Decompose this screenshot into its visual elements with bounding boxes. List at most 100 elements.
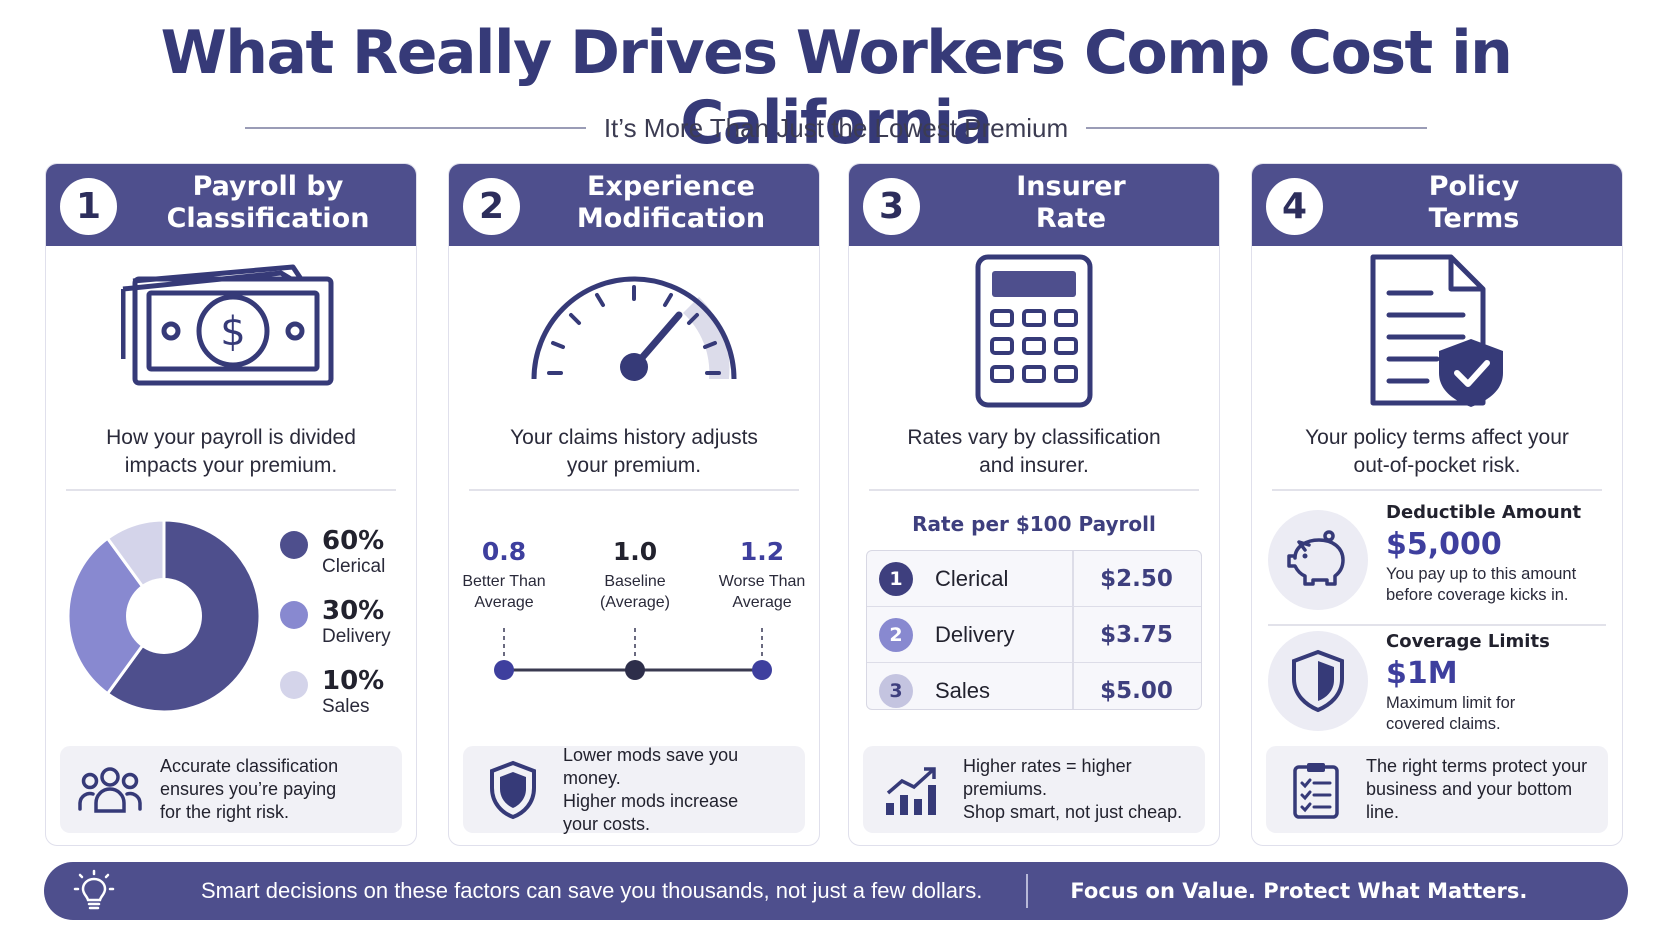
footer-line: Higher mods increase <box>563 790 739 811</box>
card-header: 1 Payroll by Classification <box>46 164 416 246</box>
mod-label: Worse Than <box>718 573 806 590</box>
subtitle-row: It’s More Than Just the Lowest Premium <box>245 108 1427 148</box>
rate-row-number: 1 <box>879 561 913 596</box>
footer-line: your costs. <box>563 813 651 834</box>
footer-line: Lower mods save you money. <box>563 744 739 788</box>
mod-dot-worse <box>752 660 772 680</box>
subtitle-rule-right <box>1086 127 1427 129</box>
card-title-line: Rate <box>1035 203 1107 234</box>
footer-line: Higher rates = higher premiums. <box>963 756 1132 799</box>
footer-line: Accurate classification <box>160 756 339 776</box>
step-number-badge: 2 <box>463 178 520 235</box>
card-description: Your claims history adjusts your premium… <box>461 424 807 480</box>
card-insurer-rate: 3 Insurer Rate Rates vary by classificat… <box>848 163 1220 846</box>
mod-label: Baseline <box>604 573 666 590</box>
banner-separator <box>1026 874 1029 908</box>
divider <box>469 489 799 491</box>
rate-row-sales: 3 Sales $5.00 <box>867 663 1201 709</box>
document-shield-icon <box>1252 254 1622 429</box>
footer-line: for the right risk. <box>160 802 290 822</box>
divider <box>869 489 1199 491</box>
rate-table-heading: Rate per $100 Payroll <box>912 512 1156 536</box>
footer-line: Shop smart, not just cheap. <box>963 802 1183 822</box>
card-description: Your policy terms affect your out-of-poc… <box>1264 424 1610 480</box>
legend-percent: 10% <box>322 666 385 696</box>
rate-value: $2.50 <box>1100 565 1173 592</box>
legend-dot <box>280 601 308 629</box>
bar-chart-growth-icon <box>877 765 949 815</box>
term-deductible: Deductible Amount $5,000 You pay up to t… <box>1268 500 1606 622</box>
card-title-line: Classification <box>166 203 370 234</box>
card-description: How your payroll is divided impacts your… <box>58 424 404 480</box>
divider <box>66 489 396 491</box>
legend-label: Sales <box>322 696 370 717</box>
people-group-icon <box>74 765 146 815</box>
description-line: your premium. <box>566 454 702 477</box>
rate-row-clerical: 1 Clerical $2.50 <box>867 551 1201 607</box>
divider <box>1272 489 1602 491</box>
mod-dot-better <box>494 660 514 680</box>
piggy-bank-icon <box>1268 510 1368 610</box>
term-title: Deductible Amount <box>1386 502 1582 523</box>
rate-class-name: Clerical <box>935 565 1009 591</box>
term-desc-line: before coverage kicks in. <box>1386 586 1569 604</box>
step-number-badge: 3 <box>863 178 920 235</box>
card-title-line: Terms <box>1428 203 1520 234</box>
gauge-icon <box>449 259 819 429</box>
money-bill-icon: $ <box>46 259 416 429</box>
card-footer-note: Accurate classification ensures you’re p… <box>60 746 402 833</box>
mod-label: Better Than <box>462 573 546 590</box>
card-footer-note: The right terms protect your business an… <box>1266 746 1608 833</box>
card-title: Policy Terms <box>1332 171 1616 235</box>
legend-item-sales: 10% Sales <box>280 666 391 736</box>
term-value: $5,000 <box>1386 527 1502 562</box>
legend-item-clerical: 60% Clerical <box>280 526 391 596</box>
page-title: What Really Drives Workers Comp Cost in … <box>160 18 1513 158</box>
description-line: Your policy terms affect your <box>1305 426 1569 449</box>
card-policy-terms: 4 Policy Terms Your policy terms affect … <box>1251 163 1623 846</box>
legend-item-delivery: 30% Delivery <box>280 596 391 666</box>
rate-row-delivery: 2 Delivery $3.75 <box>867 607 1201 663</box>
donut-slice-delivery <box>66 536 166 696</box>
divider <box>1268 624 1606 626</box>
card-title: Payroll by Classification <box>126 171 410 235</box>
description-line: Rates vary by classification <box>907 426 1161 449</box>
legend-dot <box>280 531 308 559</box>
card-payroll-classification: 1 Payroll by Classification $ How your p… <box>45 163 417 846</box>
payroll-legend: 60% Clerical 30% Delivery 10% Sales <box>280 526 391 736</box>
rate-row-number: 3 <box>879 674 913 708</box>
donut-hole <box>126 578 202 654</box>
mod-baseline: 1.0 Baseline (Average) <box>580 537 690 613</box>
bottom-banner: Smart decisions on these factors can sav… <box>44 862 1628 920</box>
mod-better: 0.8 Better Than Average <box>449 537 559 613</box>
card-title-line: Experience <box>587 171 755 202</box>
card-description: Rates vary by classification and insurer… <box>861 424 1207 480</box>
description-line: Your claims history adjusts <box>510 426 758 449</box>
card-footer-note: Lower mods save you money. Higher mods i… <box>463 744 805 834</box>
mod-label: Average <box>474 594 534 611</box>
legend-label: Clerical <box>322 556 386 577</box>
card-title-line: Payroll by <box>192 171 344 202</box>
step-number-badge: 1 <box>60 178 117 235</box>
calculator-icon <box>849 254 1219 429</box>
card-title-line: Policy <box>1428 171 1520 202</box>
description-line: out-of-pocket risk. <box>1353 454 1521 477</box>
legend-dot <box>280 671 308 699</box>
card-title-line: Insurer <box>1016 171 1126 202</box>
description-line: impacts your premium. <box>124 454 338 477</box>
card-title: Insurer Rate <box>929 171 1213 235</box>
term-value: $1M <box>1386 656 1458 691</box>
shield-icon <box>1268 631 1368 731</box>
mod-value: 1.0 <box>612 537 658 566</box>
payroll-donut-chart <box>66 518 262 714</box>
mod-number-line <box>494 628 772 680</box>
mod-dot-baseline <box>625 660 645 680</box>
card-header: 3 Insurer Rate <box>849 164 1219 246</box>
rate-row-number: 2 <box>879 617 913 652</box>
footer-line: The right terms protect your <box>1366 756 1588 776</box>
description-line: and insurer. <box>979 454 1089 477</box>
card-title-line: Modification <box>576 203 766 234</box>
card-header: 4 Policy Terms <box>1252 164 1622 246</box>
banner-tagline: Focus on Value. Protect What Matters. <box>1070 879 1528 903</box>
mod-value: 0.8 <box>481 537 527 566</box>
